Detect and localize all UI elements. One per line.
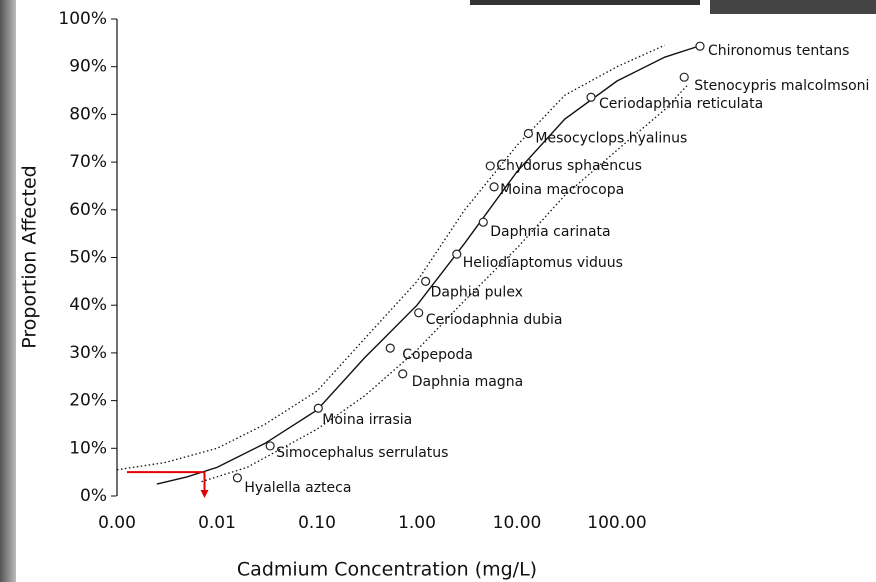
y-tick-label: 40% (69, 295, 107, 315)
y-axis-title: Proportion Affected (19, 165, 41, 349)
y-tick-label: 30% (69, 343, 107, 363)
point-label: Mesocyclops hyalinus (535, 130, 687, 146)
point (399, 370, 407, 378)
point (415, 309, 423, 317)
y-tick-label: 10% (69, 438, 107, 458)
x-tick-label: 100.00 (587, 513, 646, 533)
y-tick-label: 70% (69, 152, 107, 172)
x-tick-label: 0.01 (198, 513, 236, 533)
x-tick-label: 10.00 (493, 513, 542, 533)
y-tick-label: 0% (80, 486, 107, 506)
point (453, 250, 461, 258)
x-axis-title: Cadmium Concentration (mg/L) (237, 559, 537, 581)
point (524, 129, 532, 137)
point-label: Moina macrocopa (500, 182, 624, 198)
point (587, 93, 595, 101)
photo-edge (710, 0, 876, 14)
point (386, 344, 394, 352)
point (266, 442, 274, 450)
point-label: Ceriodaphnia reticulata (599, 96, 763, 112)
point-label: Chydorus sphaencus (496, 158, 642, 174)
photo-edge (0, 0, 16, 582)
point-label: Daphnia magna (412, 374, 523, 390)
point (490, 183, 498, 191)
point-label: Ceriodaphnia dubia (426, 312, 563, 328)
point-label: Hyalella azteca (244, 480, 351, 496)
point (479, 218, 487, 226)
point (314, 404, 322, 412)
chart: Proportion Affected Cadmium Concentratio… (0, 0, 876, 582)
point-label: Daphnia carinata (490, 224, 610, 240)
x-tick-label: 1.00 (398, 513, 436, 533)
point (233, 474, 241, 482)
point (696, 42, 704, 50)
y-tick-label: 100% (58, 9, 107, 29)
x-tick-label: 0.10 (298, 513, 336, 533)
x-tick-label: 0.00 (98, 513, 136, 533)
point-label: Simocephalus serrulatus (276, 445, 448, 461)
y-tick-label: 80% (69, 104, 107, 124)
point-label: Copepoda (402, 347, 473, 363)
point-label: Daphia pulex (431, 284, 523, 300)
point-label: Stenocypris malcolmsoni (694, 78, 869, 94)
point (486, 162, 494, 170)
y-tick-label: 20% (69, 391, 107, 411)
photo-edge (470, 0, 700, 5)
y-tick-label: 90% (69, 57, 107, 77)
point-label: Moina irrasia (322, 412, 412, 428)
y-tick-label: 50% (69, 248, 107, 268)
point (422, 277, 430, 285)
point-label: Chironomus tentans (708, 43, 849, 59)
point (680, 73, 688, 81)
point-label: Heliodiaptomus viduus (463, 255, 623, 271)
y-tick-label: 60% (69, 200, 107, 220)
